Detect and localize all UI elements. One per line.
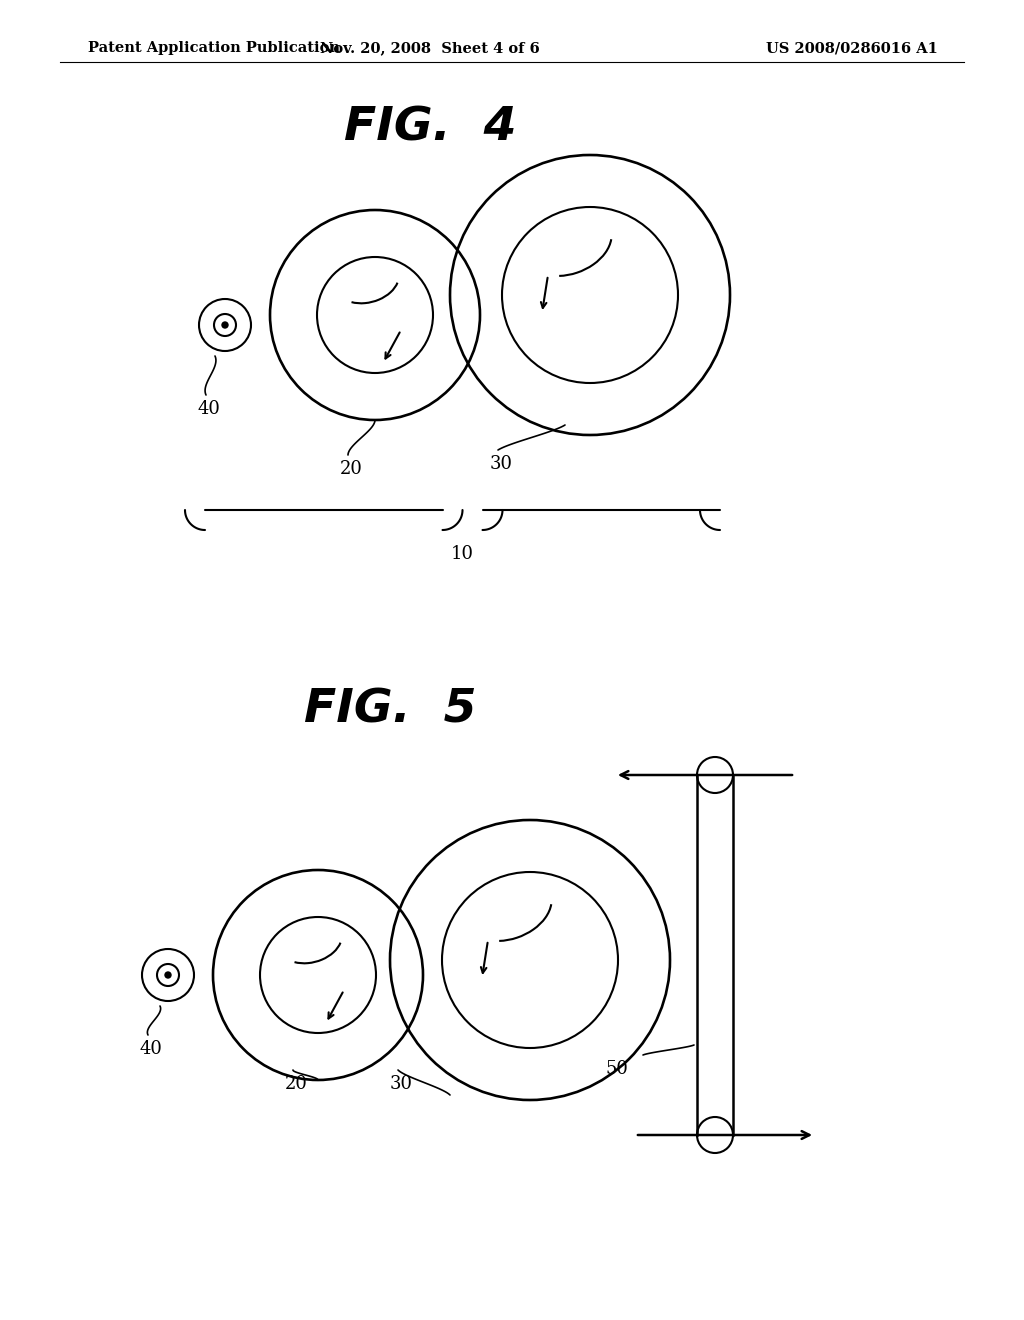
Text: 10: 10 — [451, 545, 473, 564]
Text: US 2008/0286016 A1: US 2008/0286016 A1 — [766, 41, 938, 55]
Circle shape — [222, 322, 228, 327]
Text: 40: 40 — [198, 400, 221, 418]
Text: FIG.  5: FIG. 5 — [304, 688, 476, 733]
Text: 30: 30 — [490, 455, 513, 473]
Text: 20: 20 — [285, 1074, 308, 1093]
Text: Patent Application Publication: Patent Application Publication — [88, 41, 340, 55]
Circle shape — [165, 972, 171, 978]
Text: 50: 50 — [605, 1060, 628, 1078]
Text: 20: 20 — [340, 459, 362, 478]
Text: 40: 40 — [140, 1040, 163, 1059]
Text: FIG.  4: FIG. 4 — [344, 106, 516, 150]
Text: Nov. 20, 2008  Sheet 4 of 6: Nov. 20, 2008 Sheet 4 of 6 — [321, 41, 540, 55]
Text: 30: 30 — [390, 1074, 413, 1093]
